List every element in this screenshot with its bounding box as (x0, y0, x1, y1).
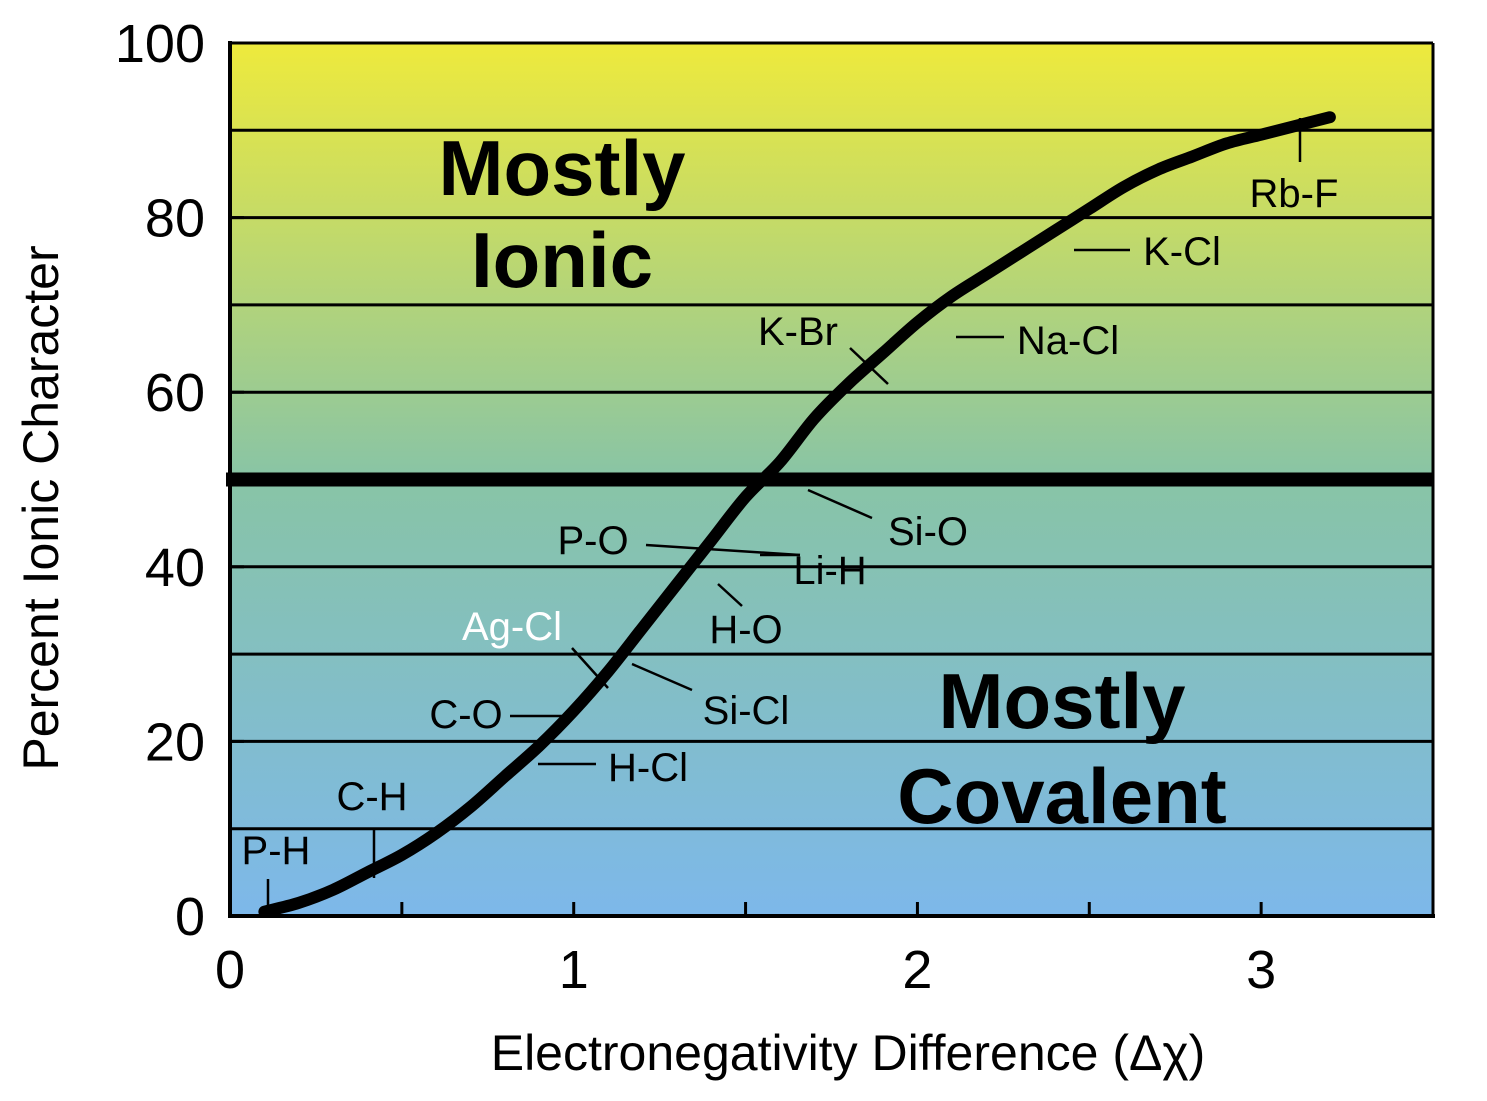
bond-label-k-cl: K-Cl (1143, 230, 1221, 274)
y-tick-label-100: 100 (115, 14, 205, 74)
bond-label-rb-f: Rb-F (1250, 172, 1339, 216)
bond-label-p-h: P-H (242, 829, 311, 873)
leader-si-cl (631, 662, 693, 692)
y-axis-title: Percent Ionic Character (13, 245, 69, 770)
ionic-character-curve (258, 111, 1336, 918)
x-tick-label-0: 0 (215, 940, 245, 1000)
x-tick-label-3: 3 (1246, 940, 1276, 1000)
leader-si-o (807, 488, 873, 520)
tick-labels: 0 1 2 3 0 20 40 60 80 100 (115, 14, 1276, 1000)
leader-h-o (717, 583, 743, 607)
y-tick-label-0: 0 (175, 887, 205, 947)
bond-label-c-h: C-H (336, 775, 407, 819)
region-label-ionic-line2: Ionic (471, 216, 653, 304)
bond-label-p-o: P-O (557, 519, 628, 563)
bond-label-h-o: H-O (709, 608, 782, 652)
bond-label-c-o: C-O (429, 693, 502, 737)
axes (228, 41, 1435, 918)
y-tick-label-80: 80 (145, 189, 205, 249)
leader-p-o (645, 543, 801, 557)
bond-label-li-h: Li-H (793, 549, 866, 593)
region-label-ionic-line1: Mostly (438, 124, 685, 212)
bond-label-ag-cl: Ag-Cl (462, 605, 562, 649)
x-tick-label-1: 1 (559, 940, 589, 1000)
annotation-leaders (266, 118, 1302, 908)
y-tick-label-40: 40 (145, 538, 205, 598)
x-axis-title: Electronegativity Difference (Δχ) (491, 1025, 1206, 1081)
bond-label-si-cl: Si-Cl (703, 689, 790, 733)
bond-label-k-br: K-Br (758, 310, 838, 354)
bond-annotations: P-H C-H C-O H-Cl Ag-Cl Si-Cl P-O Li-HH-O Si-O K-B… (242, 172, 1339, 873)
bond-label-na-cl: Na-Cl (1017, 319, 1119, 363)
ticks (230, 41, 1435, 918)
gridlines (230, 41, 1433, 831)
x-tick-label-2: 2 (902, 940, 932, 1000)
y-tick-label-20: 20 (145, 712, 205, 772)
bond-label-si-o: Si-O (888, 510, 968, 554)
region-label-covalent-line1: Mostly (938, 657, 1185, 745)
bond-label-h-cl: H-Cl (608, 746, 688, 790)
y-tick-label-60: 60 (145, 363, 205, 423)
region-label-covalent-line2: Covalent (897, 752, 1226, 840)
